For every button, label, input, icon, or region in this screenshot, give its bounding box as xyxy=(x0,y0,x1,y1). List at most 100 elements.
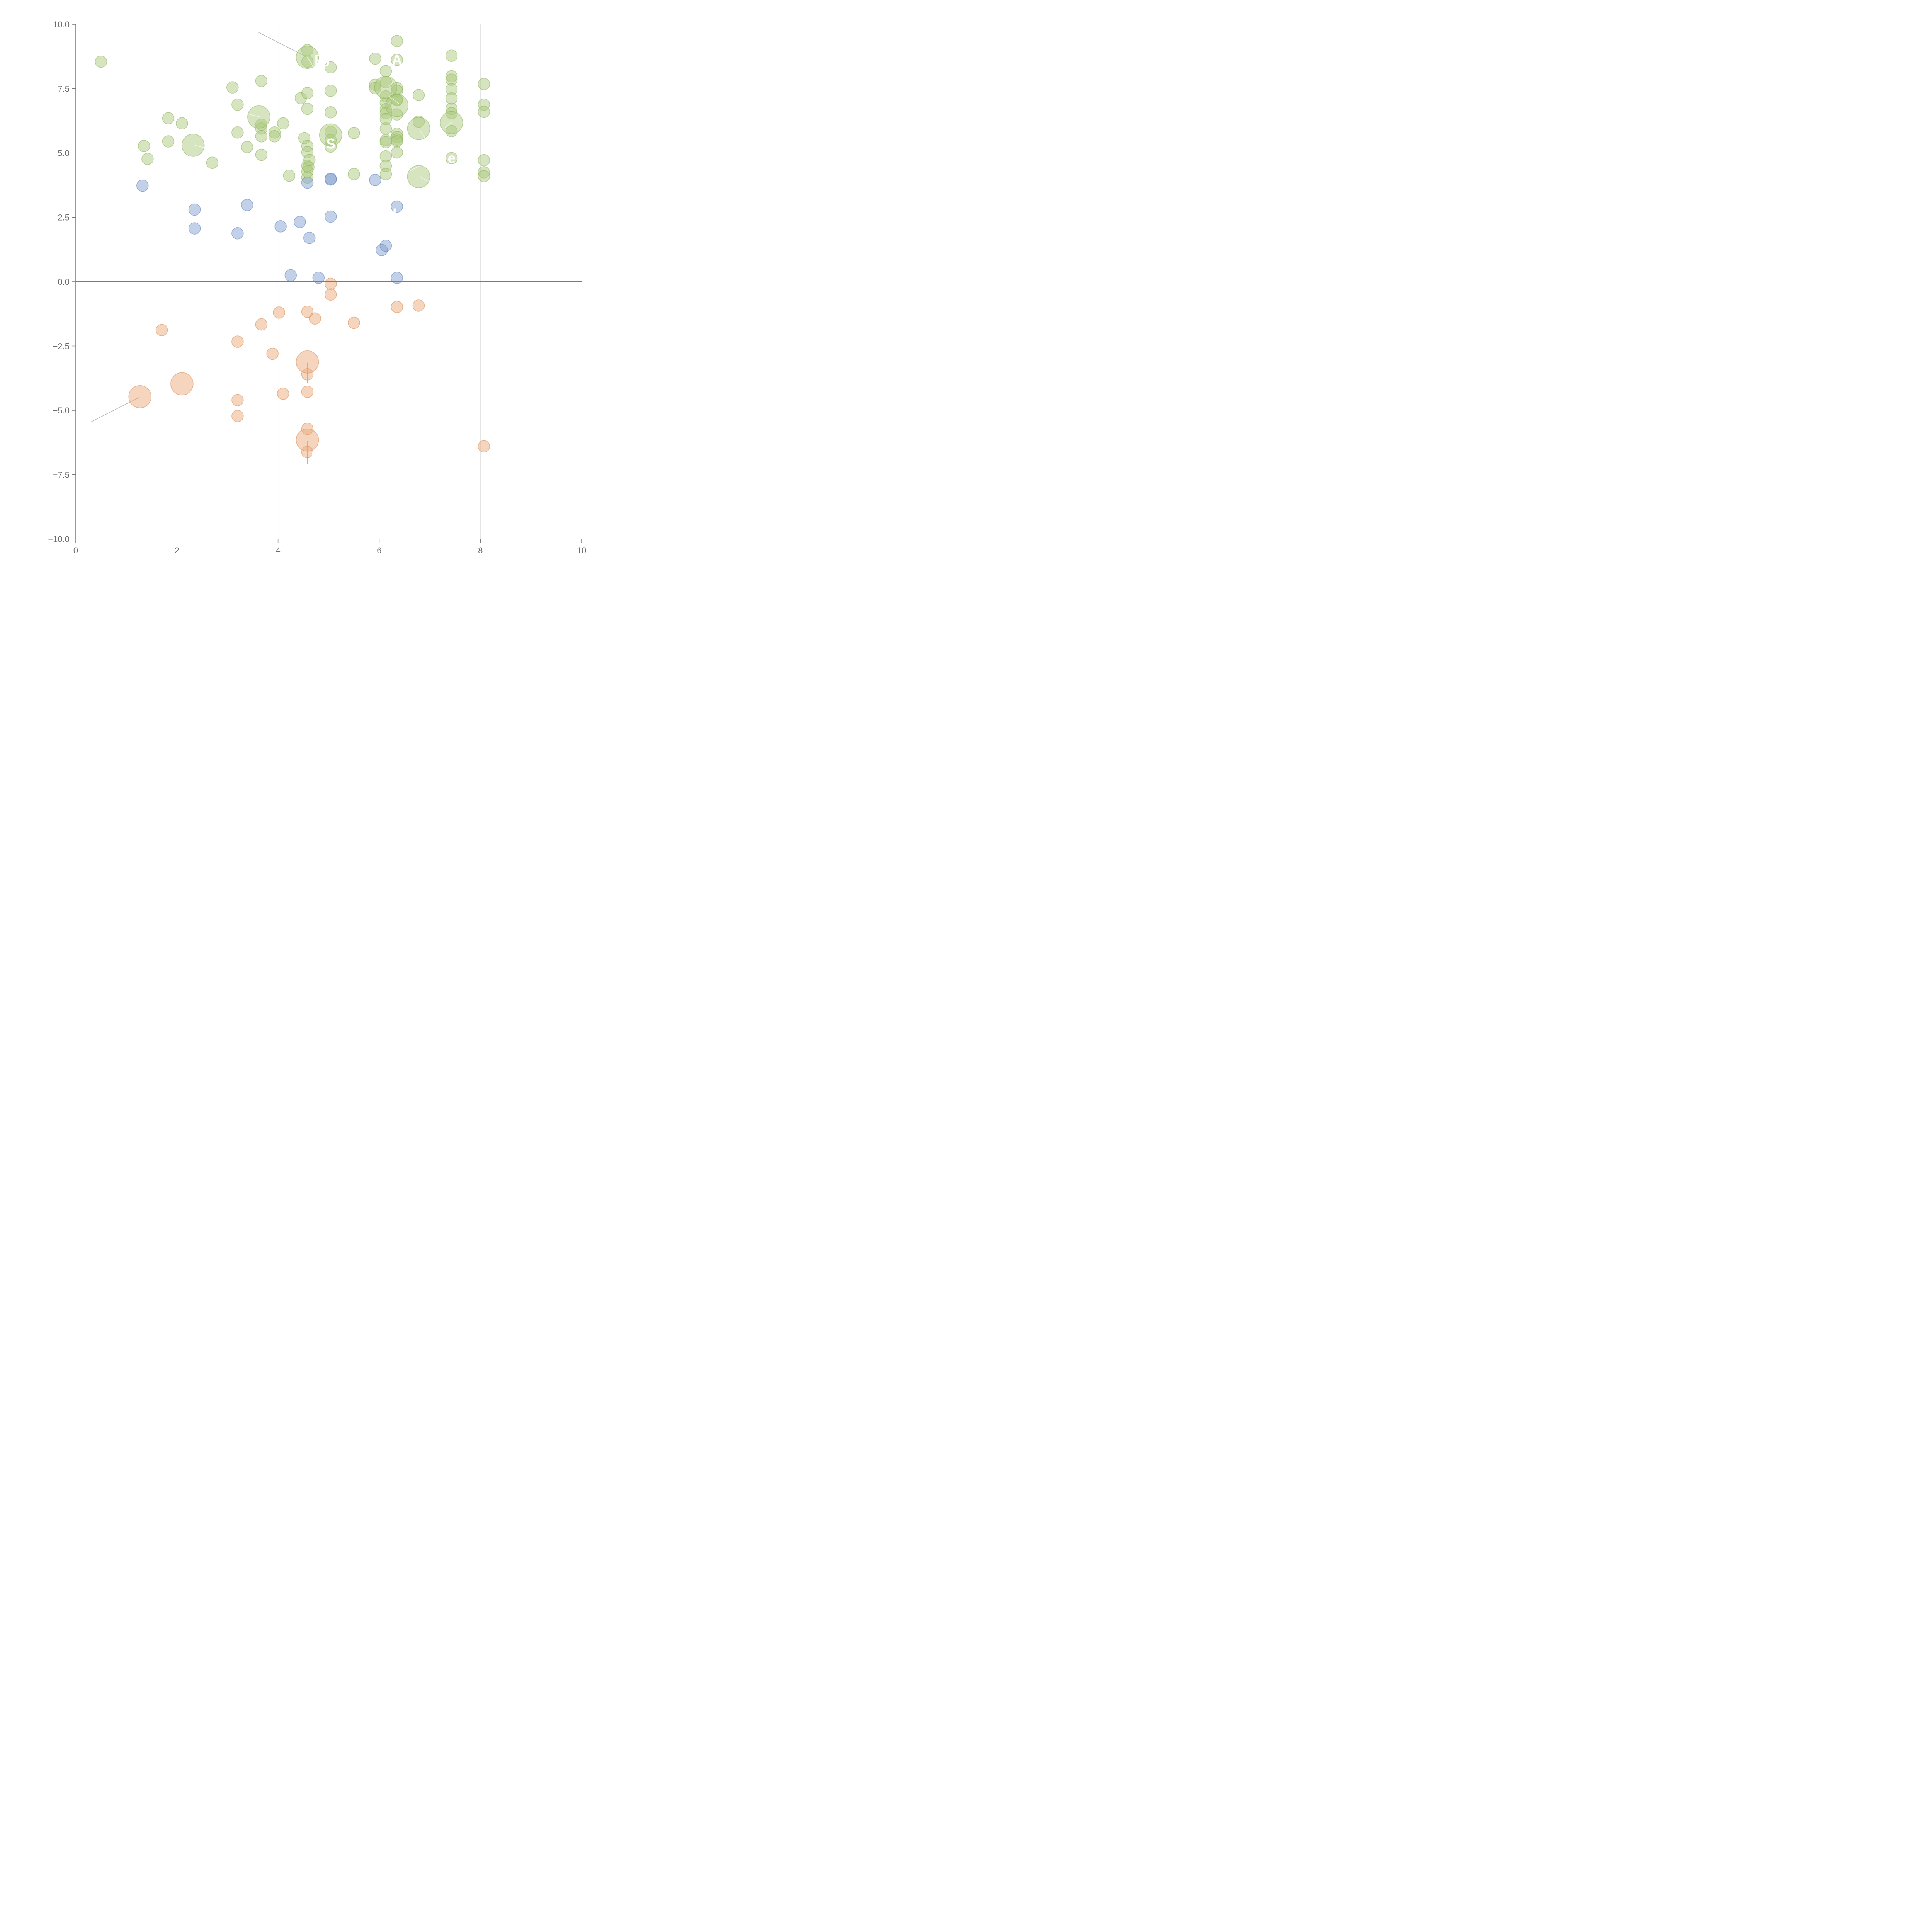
inner-leader-line xyxy=(330,137,335,146)
orange-point xyxy=(478,440,490,452)
green-point xyxy=(379,122,392,135)
green-point xyxy=(379,113,392,125)
green-point xyxy=(303,154,316,166)
orange-point xyxy=(266,347,279,360)
blue-point xyxy=(136,179,149,192)
green-point xyxy=(162,135,175,148)
green-large-point xyxy=(385,94,408,117)
green-point xyxy=(391,54,403,66)
y-tick-label: 0.0 xyxy=(58,277,70,287)
green-large-point xyxy=(407,165,430,189)
green-point xyxy=(445,152,458,165)
green-point xyxy=(445,125,458,138)
blue-point xyxy=(391,200,403,213)
y-tick-label: −5.0 xyxy=(53,406,70,415)
blue-point xyxy=(324,173,337,186)
y-tick-label: 2.5 xyxy=(58,213,70,223)
green-point xyxy=(301,87,314,99)
orange-point xyxy=(231,410,244,422)
green-point xyxy=(138,140,150,152)
green-point xyxy=(478,78,490,90)
green-point xyxy=(391,146,403,159)
scatter-chart: Po A Se E L C B 10.0 7.5 5.0 2.5 0.0 −2.5 −5.0 −7.5 −1… xyxy=(48,20,586,555)
blue-point xyxy=(312,272,325,284)
orange-large-point xyxy=(296,350,319,374)
y-tick-label: 7.5 xyxy=(58,84,70,94)
green-point xyxy=(412,89,425,101)
green-point xyxy=(379,136,392,148)
green-point xyxy=(369,82,381,94)
inner-leader-line xyxy=(194,145,205,148)
point-annotation-label: A xyxy=(392,52,402,68)
inner-leader-line xyxy=(445,122,453,128)
blue-point xyxy=(391,272,403,284)
green-large-point xyxy=(181,134,205,157)
green-point xyxy=(298,132,311,145)
blue-point xyxy=(188,222,201,235)
green-point xyxy=(348,127,360,139)
green-point xyxy=(268,126,281,139)
orange-point xyxy=(324,277,337,290)
x-tick-label: 6 xyxy=(377,546,381,555)
green-point xyxy=(176,117,188,130)
green-point xyxy=(255,75,268,87)
x-tick-label: 0 xyxy=(73,546,78,555)
green-point xyxy=(478,105,490,118)
blue-point xyxy=(284,269,297,282)
green-point xyxy=(379,150,392,163)
inner-leader-line xyxy=(307,57,314,67)
green-point xyxy=(283,169,296,182)
orange-point xyxy=(231,335,244,348)
y-tick-label: −2.5 xyxy=(53,342,70,351)
green-point xyxy=(445,92,458,105)
green-point xyxy=(294,92,307,104)
point-annotation-label: B xyxy=(311,449,321,464)
green-point xyxy=(226,81,239,94)
green-point xyxy=(141,153,154,165)
green-point xyxy=(391,108,403,121)
inner-leader-line xyxy=(250,114,260,117)
orange-point xyxy=(391,301,403,313)
green-point xyxy=(241,141,253,153)
point-annotation-label: C xyxy=(311,372,321,388)
annotation-leader-line xyxy=(90,397,139,422)
green-point xyxy=(206,156,219,169)
inner-leader-line xyxy=(419,176,428,182)
inner-leader-lines xyxy=(194,57,453,182)
tick-labels: 10.0 7.5 5.0 2.5 0.0 −2.5 −5.0 −7.5 −10.00 2 4 6 8 10 xyxy=(48,20,586,555)
green-point xyxy=(95,55,107,68)
data-points xyxy=(76,35,582,458)
inner-leader-line xyxy=(419,129,425,138)
blue-point xyxy=(369,174,381,186)
green-point xyxy=(412,115,425,128)
orange-point xyxy=(255,318,268,331)
y-tick-label: 5.0 xyxy=(58,148,70,158)
orange-large-point xyxy=(170,372,194,396)
x-tick-label: 10 xyxy=(577,546,586,555)
green-point xyxy=(379,65,392,77)
green-point xyxy=(391,131,403,143)
orange-point xyxy=(155,324,168,336)
green-large-point xyxy=(374,76,398,99)
inner-leader-line xyxy=(409,165,420,172)
green-large-point xyxy=(247,105,270,129)
orange-point xyxy=(301,368,314,381)
blue-point xyxy=(303,232,316,244)
blue-point xyxy=(188,203,201,216)
orange-large-point xyxy=(128,385,151,408)
green-large-point xyxy=(319,123,342,147)
green-point xyxy=(277,117,289,130)
y-tick-label: −7.5 xyxy=(53,470,70,480)
orange-point xyxy=(301,446,314,458)
y-tick-label: −10.0 xyxy=(48,534,70,544)
point-annotation-label: L xyxy=(393,206,401,221)
green-point xyxy=(324,85,337,97)
orange-point xyxy=(412,299,425,312)
orange-point xyxy=(273,306,285,319)
green-point xyxy=(255,130,268,143)
orange-large-point xyxy=(296,428,319,452)
point-annotation-label: E xyxy=(374,206,384,221)
green-point xyxy=(324,106,337,119)
green-point xyxy=(268,130,281,143)
green-point xyxy=(231,99,244,111)
